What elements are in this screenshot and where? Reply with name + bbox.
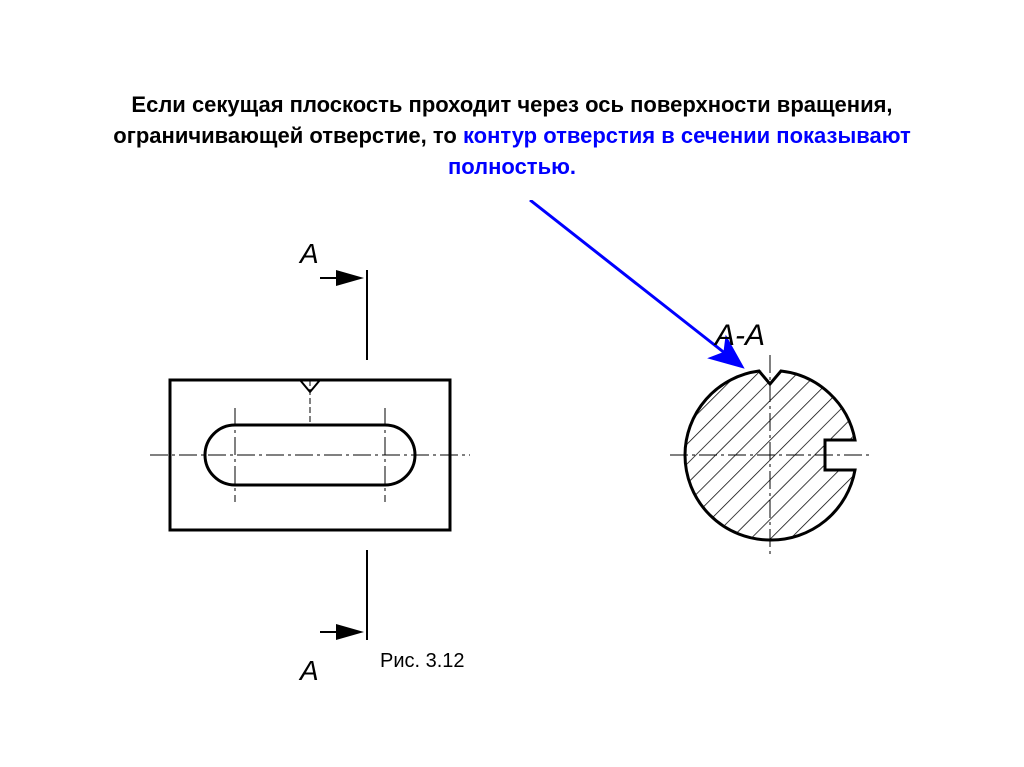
section-label-aa: А-А [713, 319, 765, 352]
front-view: А А [150, 238, 470, 686]
diagram-container: А А А-А [0, 200, 1024, 700]
section-label-a-bottom: А [298, 655, 319, 686]
engineering-drawing: А А А-А [0, 200, 1024, 700]
section-view: А-А [670, 319, 870, 555]
heading-part2: контур отверстия в сечении показывают по… [448, 123, 911, 179]
figure-caption: Рис. 3.12 [380, 650, 465, 673]
section-label-a-top: А [298, 238, 319, 269]
heading-text: Если секущая плоскость проходит через ос… [50, 90, 974, 182]
pointer-arrow [530, 200, 740, 365]
